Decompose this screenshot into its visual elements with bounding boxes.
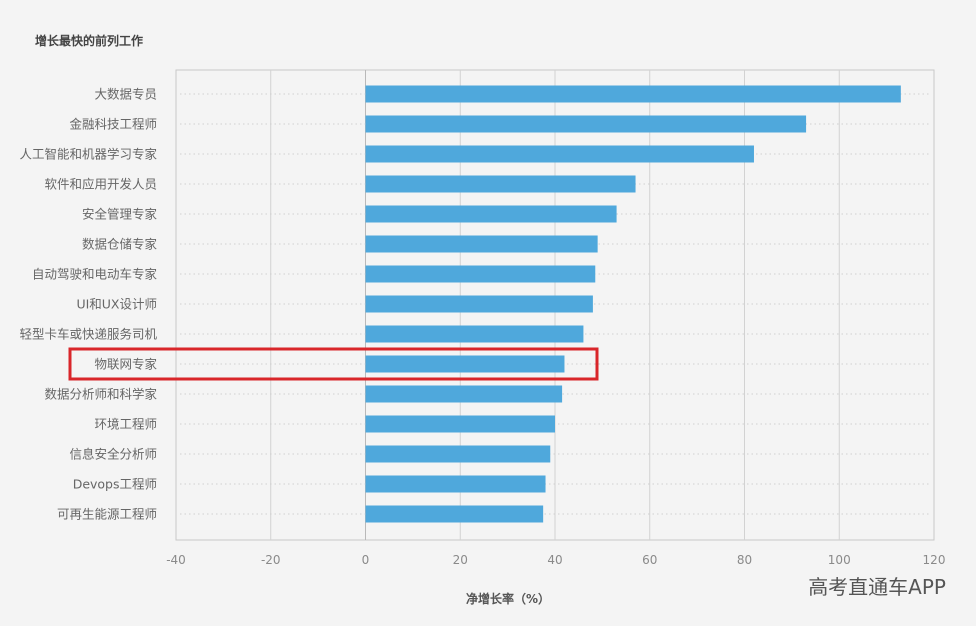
category-label: 金融科技工程师: [69, 117, 157, 132]
x-tick-label: 0: [362, 553, 370, 567]
bar: [365, 355, 565, 373]
bar: [365, 445, 551, 463]
bar: [365, 475, 546, 493]
x-tick-label: -20: [261, 553, 281, 567]
x-tick-label: 100: [828, 553, 851, 567]
x-tick-label: 20: [453, 553, 468, 567]
x-tick-label: 80: [737, 553, 752, 567]
category-label: 信息安全分析师: [69, 447, 157, 462]
bar: [365, 85, 901, 103]
bars: [365, 85, 901, 523]
bar: [365, 385, 563, 403]
bar: [365, 505, 544, 523]
category-label: 环境工程师: [94, 417, 157, 432]
category-label: 数据分析师和科学家: [44, 387, 157, 402]
category-label: 安全管理专家: [82, 207, 158, 222]
category-labels: 大数据专员金融科技工程师人工智能和机器学习专家软件和应用开发人员安全管理专家数据…: [19, 87, 157, 522]
bar: [365, 295, 593, 313]
x-tick-label: 120: [923, 553, 946, 567]
bar: [365, 325, 584, 343]
category-label: Devops工程师: [73, 477, 157, 492]
x-axis-title: 净增长率（%）: [466, 591, 550, 606]
category-label: 数据仓储专家: [82, 237, 158, 252]
bar: [365, 265, 596, 283]
highlight-box: [68, 347, 599, 381]
category-label: 轻型卡车或快递服务司机: [19, 327, 157, 342]
watermark: 高考直通车APP: [808, 575, 946, 599]
x-tick-label: 60: [642, 553, 657, 567]
x-tick-label: -40: [166, 553, 186, 567]
category-label: 人工智能和机器学习专家: [19, 147, 157, 162]
bar: [365, 205, 617, 223]
bar: [365, 175, 636, 193]
bar: [365, 145, 754, 163]
x-tick-label: 40: [547, 553, 562, 567]
highlight-box: [68, 347, 599, 381]
x-tick-labels: -40 -20 0 20 40 60 80 100 120: [166, 553, 945, 567]
category-label: UI和UX设计师: [76, 297, 157, 312]
category-label: 自动驾驶和电动车专家: [32, 267, 158, 282]
bar: [365, 415, 555, 433]
category-label: 可再生能源工程师: [57, 507, 157, 522]
category-label: 软件和应用开发人员: [44, 177, 157, 192]
bar: [365, 115, 807, 133]
bar: [365, 235, 598, 253]
category-label: 物联网专家: [94, 357, 157, 372]
chart-title: 增长最快的前列工作: [35, 33, 143, 48]
category-label: 大数据专员: [94, 87, 157, 102]
